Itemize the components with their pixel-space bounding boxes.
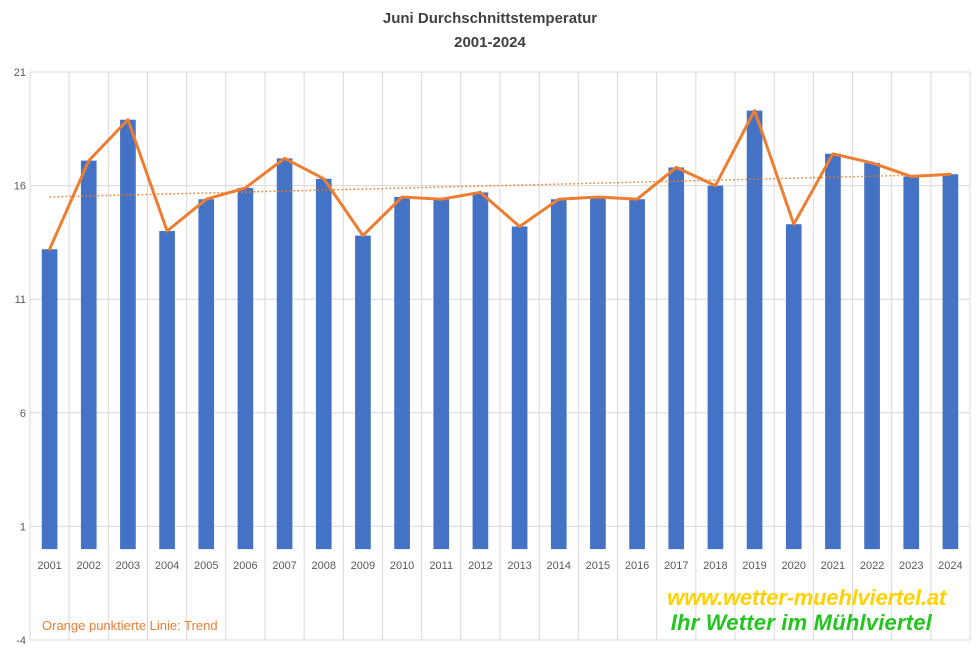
bar [785,224,802,550]
brand-url: www.wetter-muehlviertel.at [667,585,946,610]
bar [472,192,489,550]
brand-tagline: Ihr Wetter im Mühlviertel [670,610,932,635]
x-tick-label: 2002 [77,560,101,572]
x-tick-label: 2016 [625,560,649,572]
x-tick-label: 2006 [233,560,257,572]
x-tick-label: 2010 [390,560,414,572]
x-tick-label: 2014 [547,560,571,572]
bar [707,185,724,550]
y-tick-label: 6 [20,408,26,420]
bar [433,199,450,550]
bar [120,119,136,550]
x-tick-label: 2011 [429,560,453,572]
bar [864,162,880,550]
bar [41,249,58,550]
x-tick-label: 2004 [155,560,179,572]
bar [315,178,332,550]
x-tick-label: 2022 [860,560,884,572]
x-tick-label: 2007 [272,560,296,572]
bar [511,226,528,550]
bar [668,167,685,550]
x-tick-label: 2024 [938,560,962,572]
bar [355,235,371,550]
bar [198,199,215,550]
x-tick-label: 2018 [703,560,727,572]
x-tick-label: 2009 [351,560,375,572]
x-tick-label: 2008 [312,560,336,572]
bar [80,160,97,550]
trend-note: Orange punktierte Linie: Trend [42,618,218,633]
y-tick-label: 21 [14,67,26,79]
bar [590,196,606,550]
chart-subtitle: 2001-2024 [454,34,526,51]
x-tick-label: 2005 [194,560,218,572]
bar [276,158,293,550]
temperature-line [48,109,952,251]
bar [629,199,645,550]
bar [159,231,175,550]
x-tick-label: 2023 [899,560,923,572]
bar [237,187,254,550]
x-tick-label: 2001 [37,560,61,572]
y-tick-label: 1 [20,521,26,533]
bar [394,196,410,550]
bar [550,199,567,550]
bar [746,110,763,550]
x-tick-label: 2012 [468,560,492,572]
y-tick-label: 11 [15,294,26,306]
x-tick-label: 2017 [664,560,688,572]
bar [942,174,959,550]
x-tick-label: 2021 [821,560,845,572]
x-tick-label: 2020 [782,560,806,572]
y-tick-label: 16 [14,181,26,193]
x-tick-label: 2003 [116,560,140,572]
y-tick-label: -4 [16,635,26,647]
x-tick-label: 2019 [742,560,766,572]
x-tick-label: 2013 [507,560,531,572]
bar [825,153,841,550]
x-tick-label: 2015 [586,560,610,572]
chart-title: Juni Durchschnittstemperatur [382,10,598,27]
bar [903,176,920,550]
